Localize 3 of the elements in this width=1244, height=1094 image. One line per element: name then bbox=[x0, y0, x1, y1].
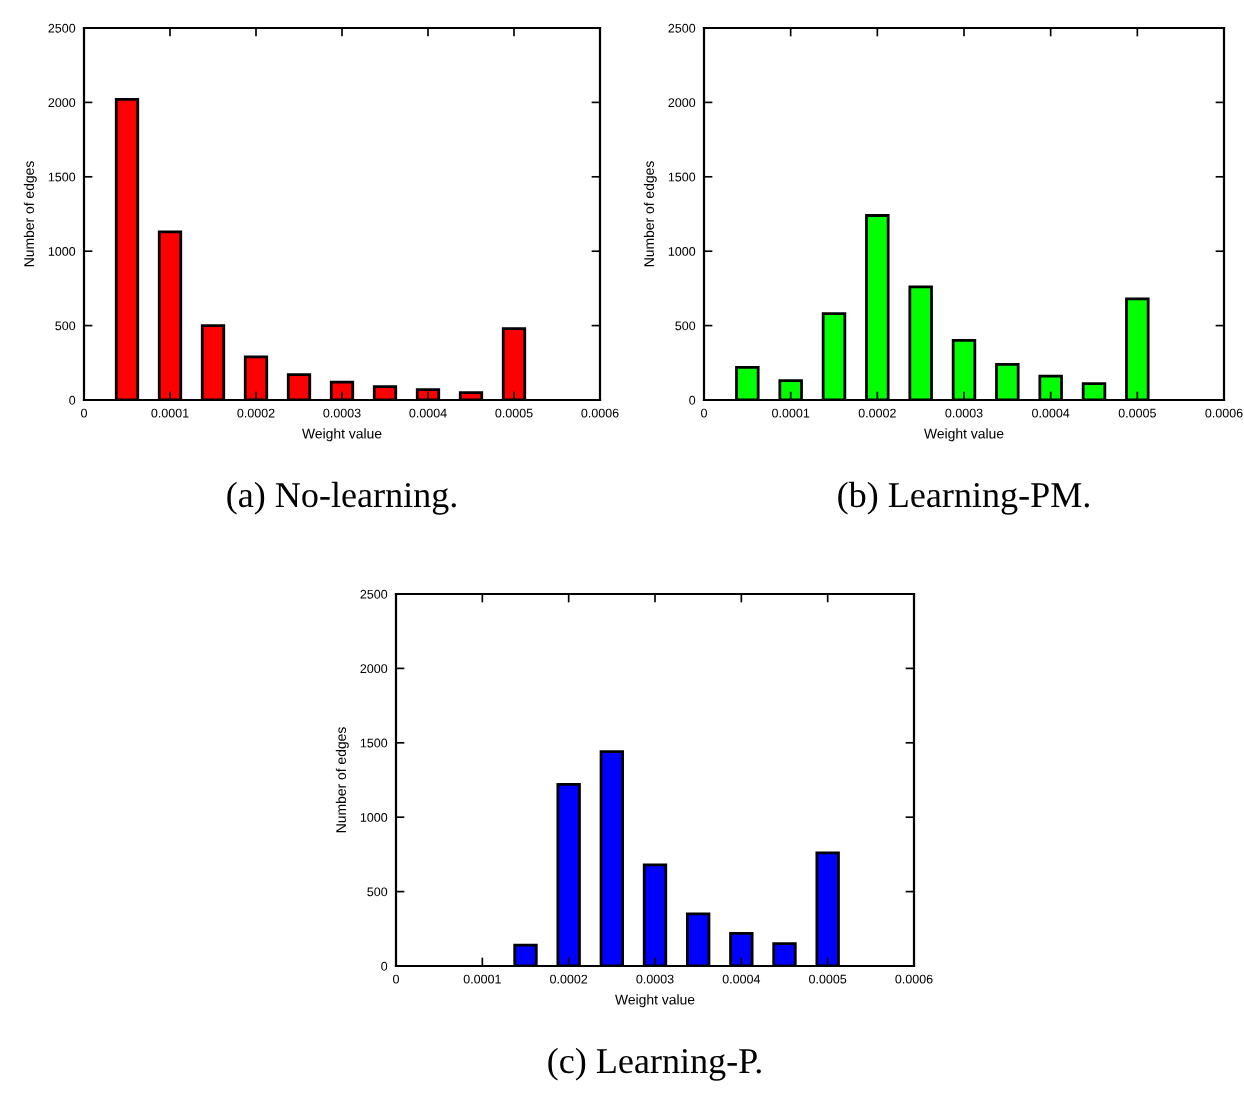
text: (b) Learning-PM. bbox=[838, 481, 1089, 515]
text: (c) Learning-P. bbox=[548, 1047, 761, 1081]
text: (a) No-learning. bbox=[227, 481, 456, 515]
